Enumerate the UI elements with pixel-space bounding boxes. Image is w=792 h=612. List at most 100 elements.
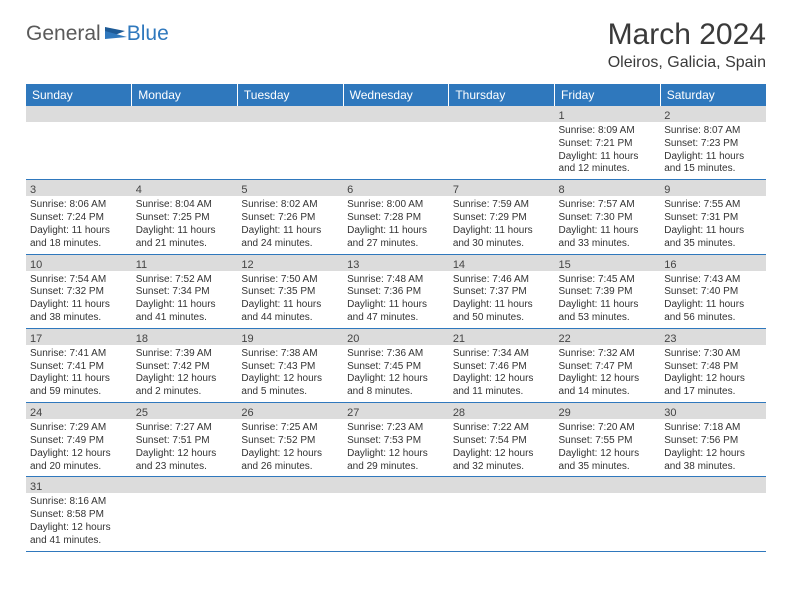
sunset-text: Sunset: 7:26 PM [241, 212, 339, 225]
day-number: 9 [664, 182, 762, 199]
calendar-cell: 1Sunrise: 8:09 AMSunset: 7:21 PMDaylight… [555, 106, 661, 180]
day-header: Friday [555, 84, 661, 106]
daylight-text: and 2 minutes. [136, 386, 234, 399]
sunrise-text: Sunrise: 7:25 AM [241, 422, 339, 435]
daylight-text: and 26 minutes. [241, 461, 339, 474]
daylight-text: and 44 minutes. [241, 312, 339, 325]
sunset-text: Sunset: 7:30 PM [559, 212, 657, 225]
daylight-text: Daylight: 11 hours [30, 299, 128, 312]
calendar-cell [132, 106, 238, 180]
daylight-text: Daylight: 12 hours [664, 373, 762, 386]
calendar-cell: 16Sunrise: 7:43 AMSunset: 7:40 PMDayligh… [660, 254, 766, 328]
calendar-page: General Blue March 2024 Oleiros, Galicia… [0, 0, 792, 552]
daylight-text: Daylight: 12 hours [136, 373, 234, 386]
day-number: 30 [664, 405, 762, 422]
day-header: Thursday [449, 84, 555, 106]
daylight-text: and 33 minutes. [559, 238, 657, 251]
calendar-cell [555, 477, 661, 551]
daylight-text: Daylight: 11 hours [664, 225, 762, 238]
day-number: 12 [241, 257, 339, 274]
day-number: 23 [664, 331, 762, 348]
calendar-cell: 24Sunrise: 7:29 AMSunset: 7:49 PMDayligh… [26, 403, 132, 477]
sunrise-text: Sunrise: 7:22 AM [453, 422, 551, 435]
calendar-cell: 20Sunrise: 7:36 AMSunset: 7:45 PMDayligh… [343, 328, 449, 402]
sunrise-text: Sunrise: 8:09 AM [559, 125, 657, 138]
daylight-text: and 5 minutes. [241, 386, 339, 399]
sunset-text: Sunset: 7:51 PM [136, 435, 234, 448]
sunrise-text: Sunrise: 7:27 AM [136, 422, 234, 435]
daylight-text: Daylight: 11 hours [453, 299, 551, 312]
calendar-cell: 15Sunrise: 7:45 AMSunset: 7:39 PMDayligh… [555, 254, 661, 328]
calendar-cell: 23Sunrise: 7:30 AMSunset: 7:48 PMDayligh… [660, 328, 766, 402]
calendar-cell [660, 477, 766, 551]
sunset-text: Sunset: 7:48 PM [664, 361, 762, 374]
day-number-empty [559, 479, 657, 496]
daylight-text: and 53 minutes. [559, 312, 657, 325]
calendar-cell: 8Sunrise: 7:57 AMSunset: 7:30 PMDaylight… [555, 180, 661, 254]
calendar-cell: 25Sunrise: 7:27 AMSunset: 7:51 PMDayligh… [132, 403, 238, 477]
day-number: 10 [30, 257, 128, 274]
day-number: 6 [347, 182, 445, 199]
logo-word2: Blue [127, 22, 169, 46]
day-number: 26 [241, 405, 339, 422]
sunrise-text: Sunrise: 8:06 AM [30, 199, 128, 212]
sunset-text: Sunset: 7:42 PM [136, 361, 234, 374]
daylight-text: and 38 minutes. [664, 461, 762, 474]
calendar-cell [132, 477, 238, 551]
daylight-text: and 32 minutes. [453, 461, 551, 474]
sunset-text: Sunset: 7:47 PM [559, 361, 657, 374]
daylight-text: and 29 minutes. [347, 461, 445, 474]
day-number-empty [136, 108, 234, 125]
day-number-empty [347, 108, 445, 125]
day-number: 24 [30, 405, 128, 422]
daylight-text: and 56 minutes. [664, 312, 762, 325]
sunset-text: Sunset: 7:39 PM [559, 286, 657, 299]
daylight-text: and 14 minutes. [559, 386, 657, 399]
sunrise-text: Sunrise: 7:52 AM [136, 274, 234, 287]
daylight-text: and 18 minutes. [30, 238, 128, 251]
calendar-table: Sunday Monday Tuesday Wednesday Thursday… [26, 84, 766, 552]
daylight-text: and 35 minutes. [559, 461, 657, 474]
day-number-empty [30, 108, 128, 125]
daylight-text: and 20 minutes. [30, 461, 128, 474]
daylight-text: Daylight: 11 hours [136, 225, 234, 238]
daylight-text: Daylight: 11 hours [136, 299, 234, 312]
calendar-row: 31Sunrise: 8:16 AMSunset: 8:58 PMDayligh… [26, 477, 766, 551]
daylight-text: and 41 minutes. [30, 535, 128, 548]
sunrise-text: Sunrise: 7:48 AM [347, 274, 445, 287]
sunset-text: Sunset: 7:23 PM [664, 138, 762, 151]
calendar-cell [237, 106, 343, 180]
day-number: 5 [241, 182, 339, 199]
daylight-text: and 11 minutes. [453, 386, 551, 399]
sunrise-text: Sunrise: 7:32 AM [559, 348, 657, 361]
daylight-text: and 41 minutes. [136, 312, 234, 325]
sunset-text: Sunset: 7:28 PM [347, 212, 445, 225]
calendar-cell: 26Sunrise: 7:25 AMSunset: 7:52 PMDayligh… [237, 403, 343, 477]
day-number-empty [347, 479, 445, 496]
daylight-text: Daylight: 11 hours [559, 151, 657, 164]
calendar-cell: 7Sunrise: 7:59 AMSunset: 7:29 PMDaylight… [449, 180, 555, 254]
day-number-empty [241, 108, 339, 125]
calendar-cell: 30Sunrise: 7:18 AMSunset: 7:56 PMDayligh… [660, 403, 766, 477]
calendar-cell: 3Sunrise: 8:06 AMSunset: 7:24 PMDaylight… [26, 180, 132, 254]
daylight-text: and 12 minutes. [559, 163, 657, 176]
day-number: 31 [30, 479, 128, 496]
sunset-text: Sunset: 7:54 PM [453, 435, 551, 448]
calendar-cell [449, 477, 555, 551]
day-header: Wednesday [343, 84, 449, 106]
calendar-cell [26, 106, 132, 180]
daylight-text: Daylight: 11 hours [241, 225, 339, 238]
daylight-text: Daylight: 12 hours [30, 448, 128, 461]
sunrise-text: Sunrise: 7:45 AM [559, 274, 657, 287]
sunset-text: Sunset: 7:34 PM [136, 286, 234, 299]
calendar-cell [237, 477, 343, 551]
sunset-text: Sunset: 7:45 PM [347, 361, 445, 374]
sunset-text: Sunset: 7:49 PM [30, 435, 128, 448]
day-number: 28 [453, 405, 551, 422]
daylight-text: Daylight: 11 hours [30, 373, 128, 386]
sunset-text: Sunset: 7:53 PM [347, 435, 445, 448]
sunset-text: Sunset: 7:36 PM [347, 286, 445, 299]
calendar-cell: 10Sunrise: 7:54 AMSunset: 7:32 PMDayligh… [26, 254, 132, 328]
day-number: 27 [347, 405, 445, 422]
day-number-empty [241, 479, 339, 496]
